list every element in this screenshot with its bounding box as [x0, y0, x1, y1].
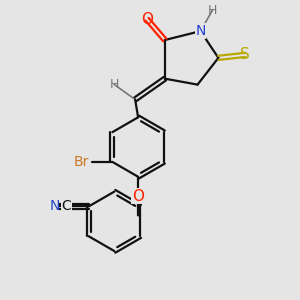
Text: N: N — [195, 24, 206, 38]
Text: C: C — [61, 200, 71, 214]
Text: S: S — [240, 47, 250, 62]
Text: O: O — [132, 189, 144, 204]
Text: H: H — [208, 4, 217, 17]
Text: H: H — [110, 78, 119, 91]
Text: Br: Br — [73, 155, 88, 169]
Text: O: O — [141, 12, 153, 27]
Text: N: N — [49, 200, 60, 214]
